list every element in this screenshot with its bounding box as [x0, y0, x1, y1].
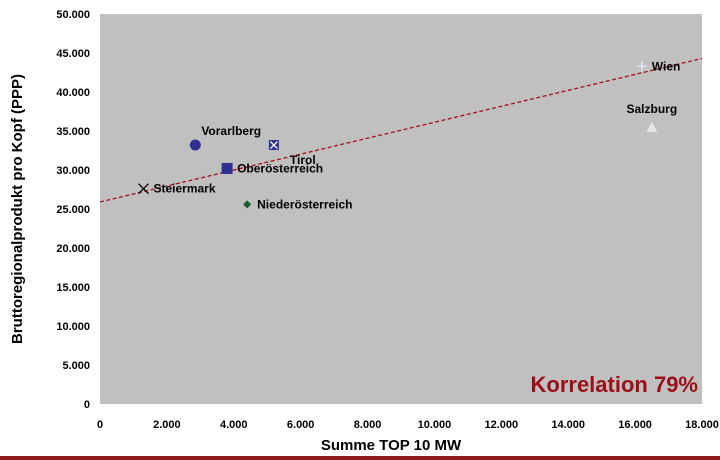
y-tick-label: 10.000 [56, 321, 90, 333]
point-wien [636, 61, 647, 72]
x-tick-label: 4.000 [220, 419, 248, 431]
bottom-rule [0, 456, 720, 460]
y-tick-label: 35.000 [56, 126, 90, 138]
label-tirol: Tirol [290, 153, 316, 167]
x-tick-label: 16.000 [618, 419, 652, 431]
label-vorarlberg: Vorarlberg [201, 124, 261, 138]
point-steiermark [138, 183, 149, 195]
x-axis: 0 2.000 4.000 6.000 8.000 10.000 12.000 14.000 1… [97, 419, 719, 431]
x-tick-label: 8.000 [354, 419, 382, 431]
label-steiermark: Steiermark [153, 182, 215, 196]
data-points [138, 61, 658, 209]
x-tick-label: 14.000 [551, 419, 585, 431]
label-wien: Wien [652, 59, 681, 73]
y-tick-label: 50.000 [56, 9, 90, 21]
y-tick-label: 30.000 [56, 165, 90, 177]
x-tick-label: 6.000 [287, 419, 315, 431]
y-tick-label: 0 [84, 399, 90, 411]
y-axis-label: Bruttoregionalprodukt pro Kopf (PPP) [9, 74, 26, 344]
point-tirol [268, 140, 279, 151]
x-axis-label: Summe TOP 10 MW [321, 437, 462, 454]
y-tick-label: 40.000 [56, 87, 90, 99]
x-tick-label: 12.000 [485, 419, 519, 431]
point-niederoesterreich [243, 200, 252, 209]
x-tick-label: 18.000 [685, 419, 719, 431]
y-axis: 0 5.000 10.000 15.000 20.000 25.000 30.000 35.0… [56, 9, 90, 411]
plot-area [100, 14, 702, 404]
label-salzburg: Salzburg [626, 102, 677, 116]
x-tick-label: 10.000 [418, 419, 452, 431]
x-tick-label: 2.000 [153, 419, 181, 431]
label-niederoesterreich: Niederösterreich [257, 197, 352, 211]
x-tick-label: 0 [97, 419, 103, 431]
point-labels: Wien Salzburg Vorarlberg TirolOberösterreic… [153, 59, 680, 211]
point-oberoesterreich [221, 162, 233, 174]
y-tick-label: 25.000 [56, 204, 90, 216]
point-salzburg [646, 121, 658, 132]
correlation-annotation: Korrelation 79% [531, 372, 699, 397]
y-tick-label: 15.000 [56, 282, 90, 294]
trendline [99, 57, 703, 203]
point-vorarlberg [189, 139, 201, 151]
y-tick-label: 45.000 [56, 48, 90, 60]
y-tick-label: 20.000 [56, 243, 90, 255]
label-oberoesterreich: Oberösterreich [237, 161, 323, 175]
y-tick-label: 5.000 [62, 360, 90, 372]
